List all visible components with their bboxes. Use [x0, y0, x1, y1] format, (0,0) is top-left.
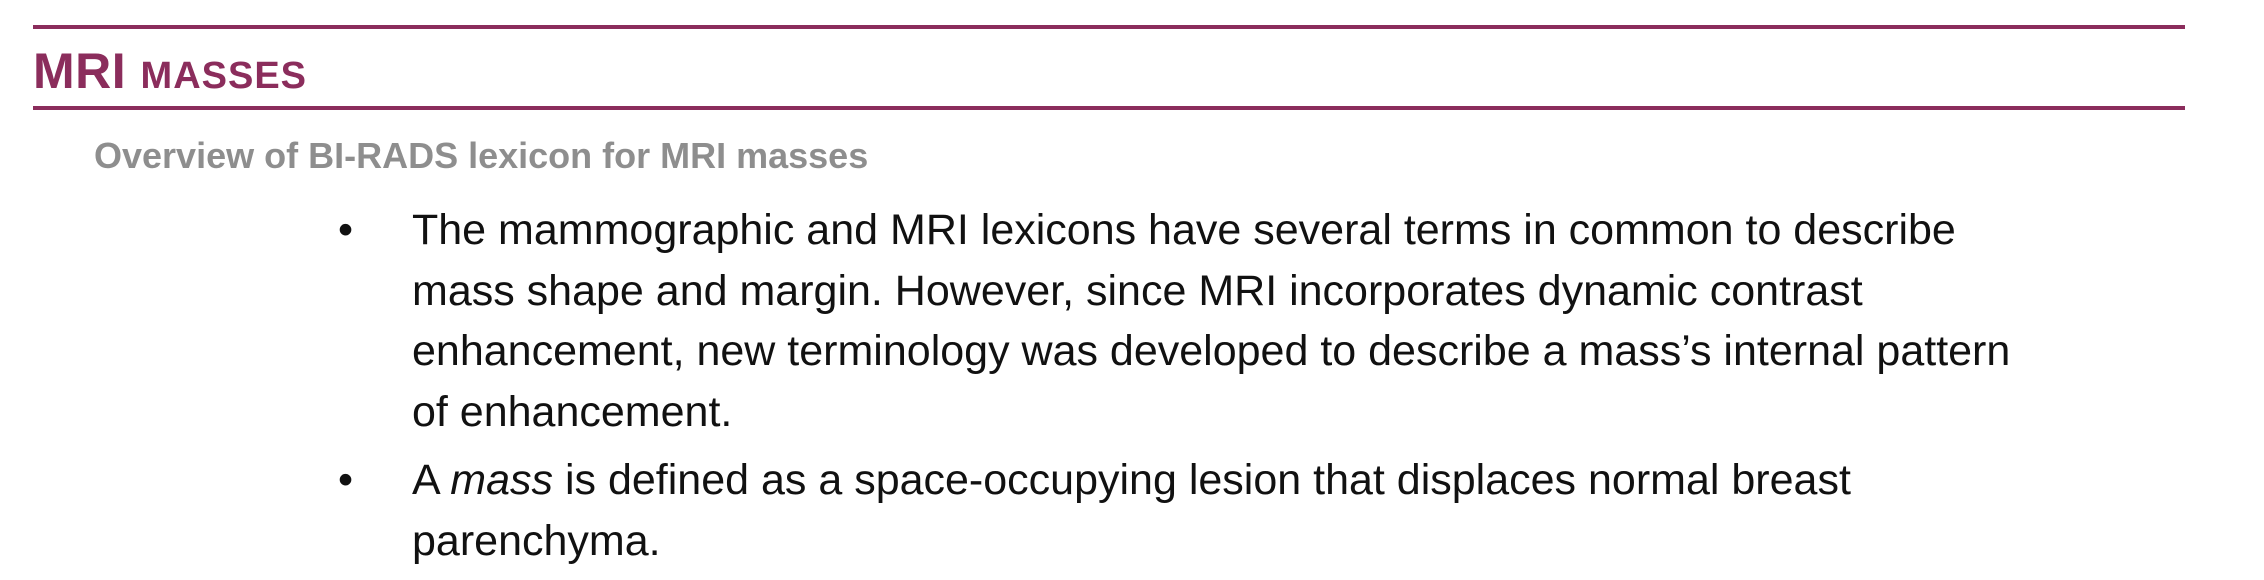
- bullet-item-lexicons: • The mammographic and MRI lexicons have…: [330, 200, 2190, 442]
- subtitle: Overview of BI-RADS lexicon for MRI mass…: [94, 135, 869, 176]
- bullet-line: parenchyma.: [412, 516, 661, 565]
- bullet-icon: •: [338, 456, 354, 504]
- bullet-line: mass shape and margin. However, since MR…: [412, 266, 1863, 315]
- bullet-line: of enhancement.: [412, 387, 733, 436]
- mass-definition-prefix: A: [412, 456, 451, 504]
- bullet-list: • The mammographic and MRI lexicons have…: [330, 200, 2190, 579]
- bullet-line: A mass is defined as a space-occupying l…: [412, 450, 2190, 511]
- section-title-main: MRI: [33, 43, 141, 99]
- bullet-icon: •: [338, 206, 354, 254]
- top-divider: [33, 25, 2185, 29]
- bullet-item-mass-definition: • A mass is defined as a space-occupying…: [330, 450, 2190, 571]
- bullet-line: The mammographic and MRI lexicons have s…: [412, 206, 1956, 254]
- mass-term-emphasis: mass: [450, 456, 553, 504]
- bottom-divider: [33, 106, 2185, 110]
- section-title: MRI MASSES: [33, 42, 307, 105]
- mass-definition-suffix: is defined as a space-occupying lesion t…: [553, 456, 1851, 504]
- bullet-line: enhancement, new terminology was develop…: [412, 327, 2011, 375]
- section-title-small-caps: MASSES: [140, 55, 308, 97]
